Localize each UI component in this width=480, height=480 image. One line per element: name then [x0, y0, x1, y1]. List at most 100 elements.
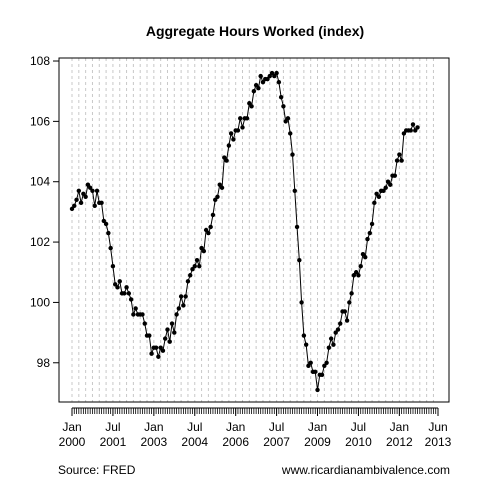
data-point — [319, 372, 325, 378]
x-tick-label: 2007 — [263, 435, 290, 449]
data-point — [247, 101, 252, 106]
x-tick-label: 2009 — [304, 435, 331, 449]
data-point — [272, 73, 277, 79]
data-point — [260, 79, 266, 85]
data-point — [131, 312, 136, 317]
data-point — [133, 306, 138, 311]
y-tick-label: 100 — [30, 295, 50, 309]
data-point — [85, 182, 91, 187]
data-point — [276, 79, 282, 85]
data-point — [274, 70, 279, 76]
data-point — [238, 116, 243, 121]
data-point — [283, 119, 288, 124]
data-point — [122, 291, 127, 296]
data-point — [331, 342, 336, 347]
x-tick-label: Jan — [390, 420, 409, 434]
data-point — [326, 345, 332, 350]
data-point — [201, 248, 207, 254]
data-point — [219, 185, 225, 190]
data-point — [344, 318, 350, 323]
data-point — [401, 131, 407, 136]
data-point — [315, 387, 320, 393]
data-point — [181, 303, 186, 308]
data-point — [278, 95, 284, 100]
data-point — [335, 327, 341, 332]
chart-title: Aggregate Hours Worked (index) — [146, 23, 364, 39]
data-point — [228, 131, 234, 136]
data-point — [285, 116, 291, 121]
data-point — [188, 273, 193, 278]
data-point — [126, 291, 132, 296]
x-tick-label: 2004 — [181, 435, 208, 449]
data-point — [324, 360, 329, 365]
y-axis: 98 100 102 104 106 108 — [30, 54, 59, 370]
data-point — [333, 330, 338, 335]
data-point — [258, 73, 263, 79]
data-point — [213, 197, 218, 203]
data-point — [87, 185, 93, 190]
data-point — [376, 194, 382, 200]
data-point — [185, 279, 191, 284]
x-tick-label: 2001 — [100, 435, 127, 449]
data-point — [106, 230, 111, 236]
data-point — [256, 85, 261, 91]
data-point — [301, 333, 307, 338]
x-tick-label: Jul — [187, 420, 202, 434]
data-point — [306, 363, 311, 368]
data-point — [413, 128, 418, 133]
data-point — [351, 273, 357, 278]
data-point — [124, 285, 129, 290]
data-point — [203, 227, 209, 233]
x-tick-label: 2006 — [222, 435, 249, 449]
data-point — [165, 327, 170, 332]
data-point — [156, 354, 161, 359]
data-point — [338, 321, 343, 326]
data-point — [322, 363, 327, 368]
x-tick-label: Jan — [308, 420, 327, 434]
data-point — [415, 125, 420, 130]
data-point — [81, 191, 86, 196]
data-point — [108, 245, 113, 251]
data-point — [251, 88, 257, 94]
data-point — [265, 76, 270, 82]
x-tick-label: Jan — [62, 420, 81, 434]
data-point — [174, 312, 179, 317]
x-tick-label: 2012 — [386, 435, 413, 449]
data-point — [290, 152, 295, 157]
data-point — [381, 188, 386, 193]
x-tick-label: 2003 — [140, 435, 167, 449]
data-point — [365, 236, 370, 242]
data-point — [253, 82, 259, 88]
data-point — [231, 137, 236, 142]
data-point — [342, 309, 347, 314]
data-point — [222, 155, 227, 160]
data-point — [199, 245, 204, 251]
y-tick-label: 102 — [30, 235, 50, 249]
data-point — [142, 321, 147, 326]
data-point — [128, 297, 134, 302]
data-point — [178, 294, 184, 299]
data-point — [215, 194, 220, 200]
data-point — [160, 348, 166, 353]
data-point — [153, 345, 159, 350]
data-point — [392, 173, 398, 178]
data-point — [299, 300, 304, 305]
x-tick-label: 2010 — [345, 435, 372, 449]
data-point — [244, 116, 250, 121]
data-point — [313, 369, 318, 375]
data-point — [69, 206, 75, 212]
data-point — [394, 158, 400, 163]
data-point — [158, 345, 163, 350]
data-point — [147, 333, 152, 338]
data-point — [303, 342, 309, 347]
data-point — [206, 230, 211, 236]
data-point — [267, 73, 272, 79]
data-point — [117, 279, 122, 284]
data-point — [112, 282, 118, 287]
data-point — [192, 264, 197, 269]
x-axis: Jan2000Jul2001Jan2003Jul2004Jan2006Jul20… — [59, 407, 452, 449]
y-tick-label: 106 — [30, 114, 50, 128]
data-point — [167, 339, 172, 344]
data-point — [92, 203, 97, 209]
